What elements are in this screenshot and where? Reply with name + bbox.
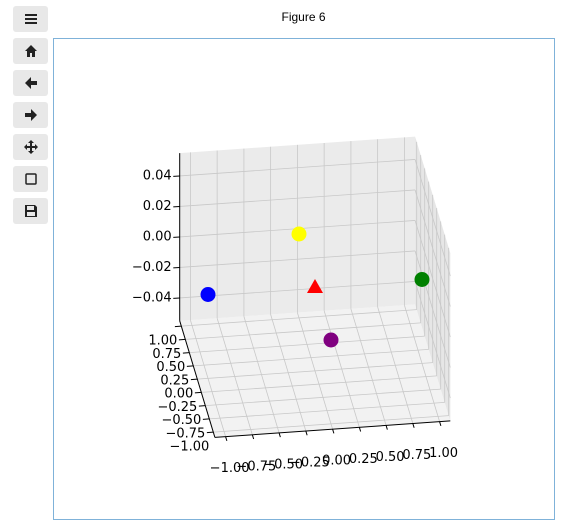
y-tick-label: −0.50 xyxy=(161,413,201,428)
scatter-point xyxy=(292,227,307,242)
z-tick-label: 0.04 xyxy=(143,168,172,183)
y-tick-label: −0.75 xyxy=(165,426,205,441)
scatter-point xyxy=(324,333,339,348)
scatter-point xyxy=(415,272,430,287)
y-tick-label: −0.25 xyxy=(157,400,197,415)
tick-mark xyxy=(386,425,387,429)
x-tick-label: 0.75 xyxy=(402,448,431,463)
y-tick-label: 0.75 xyxy=(152,347,181,362)
z-tick-label: −0.02 xyxy=(132,260,172,275)
y-tick-label: 1.00 xyxy=(148,334,177,349)
z-tick-label: 0.00 xyxy=(143,229,172,244)
tick-mark xyxy=(306,431,307,435)
x-tick-label: 0.00 xyxy=(322,454,351,469)
y-tick-label: 0.00 xyxy=(164,387,193,402)
tick-mark xyxy=(226,437,227,441)
x-tick-label: 0.25 xyxy=(349,452,378,467)
scatter-point xyxy=(201,287,216,302)
tick-mark xyxy=(279,433,280,437)
x-tick-label: 1.00 xyxy=(429,446,458,461)
tick-mark xyxy=(359,427,360,431)
z-tick-label: 0.02 xyxy=(143,199,172,214)
z-tick-label: −0.04 xyxy=(132,290,172,305)
y-tick-label: 0.50 xyxy=(156,360,185,375)
tick-mark xyxy=(252,435,253,439)
tick-mark xyxy=(333,429,334,433)
tick-mark xyxy=(413,424,414,428)
tick-mark xyxy=(440,422,441,426)
x-tick-label: 0.50 xyxy=(376,450,405,465)
y-tick-label: −1.00 xyxy=(169,440,209,455)
y-tick-label: 0.25 xyxy=(160,373,189,388)
